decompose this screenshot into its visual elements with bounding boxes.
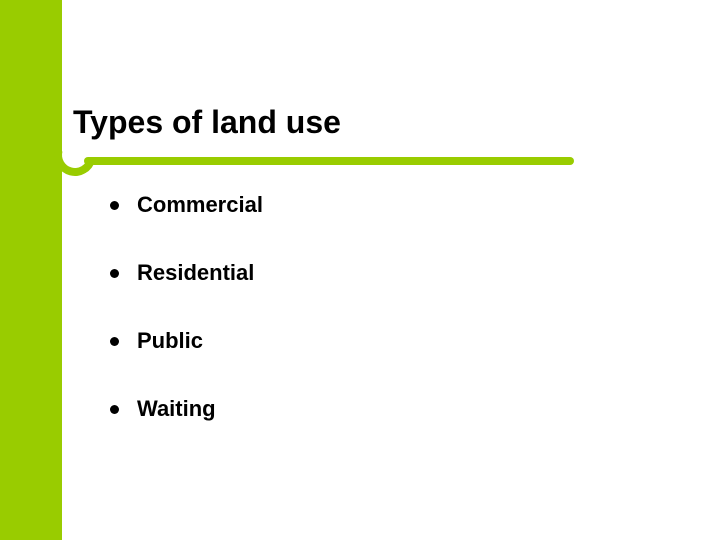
list-item-label: Waiting <box>137 396 216 422</box>
list-item-label: Commercial <box>137 192 263 218</box>
slide-title: Types of land use <box>73 104 341 141</box>
list-item-label: Public <box>137 328 203 354</box>
bullet-list: Commercial Residential Public Waiting <box>110 192 263 464</box>
bullet-icon <box>110 269 119 278</box>
title-underline <box>54 152 574 176</box>
bullet-icon <box>110 405 119 414</box>
list-item-label: Residential <box>137 260 254 286</box>
list-item: Residential <box>110 260 263 286</box>
list-item: Public <box>110 328 263 354</box>
accent-sidebar-block <box>0 0 62 540</box>
bullet-icon <box>110 201 119 210</box>
list-item: Commercial <box>110 192 263 218</box>
list-item: Waiting <box>110 396 263 422</box>
underline-bar <box>84 157 574 165</box>
bullet-icon <box>110 337 119 346</box>
